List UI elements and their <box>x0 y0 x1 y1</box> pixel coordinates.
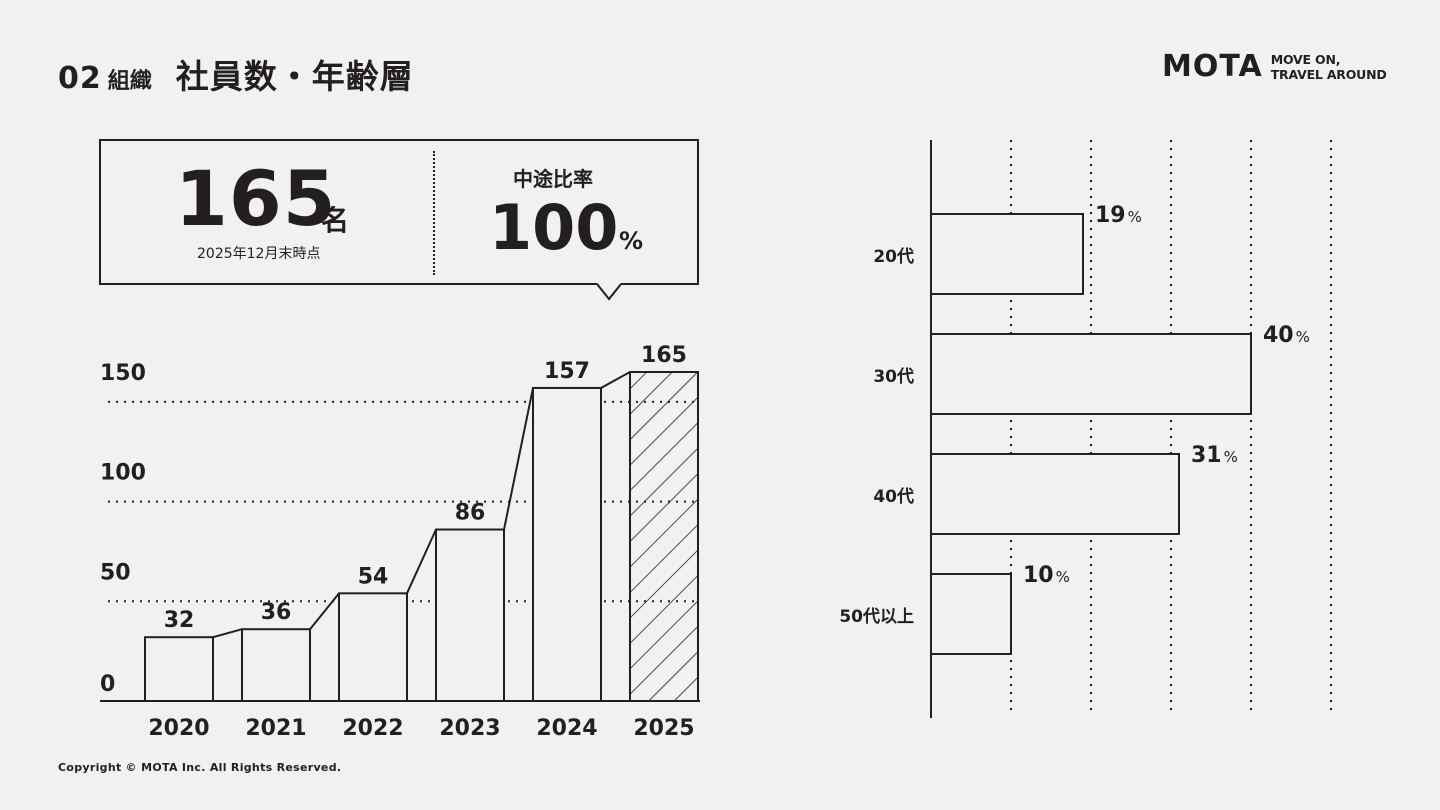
bar-connector <box>406 529 437 594</box>
age-category-label: 40代 <box>873 486 914 507</box>
age-category-label: 20代 <box>873 246 914 267</box>
bar-2021 <box>241 628 311 703</box>
data-label: 86 <box>455 501 486 526</box>
age-value-number: 40 <box>1263 323 1294 348</box>
y-tick-label: 150 <box>100 361 146 386</box>
slide-header: 02 組織 社員数・年齢層 <box>58 50 414 98</box>
age-bar-50代以上 <box>930 573 1012 655</box>
age-value-unit: % <box>1296 328 1310 346</box>
age-value-number: 10 <box>1023 563 1054 588</box>
age-value-unit: % <box>1056 568 1070 586</box>
bar-2023 <box>435 528 505 703</box>
stats-callout: 165 名 2025年12月末時点 中途比率 100 % <box>99 139 699 285</box>
section-label: 組織 <box>107 69 152 94</box>
age-value-unit: % <box>1224 448 1238 466</box>
age-bar-20代 <box>930 213 1084 295</box>
logo-tagline-line1: MOVE ON, <box>1270 52 1341 67</box>
y-tick-label: 50 <box>100 560 131 585</box>
y-tick-label: 100 <box>100 461 146 486</box>
x-tick-label: 2025 <box>633 716 694 741</box>
age-value-label: 10% <box>1023 563 1070 588</box>
copyright: Copyright © MOTA Inc. All Rights Reserve… <box>58 761 342 774</box>
bar-2022 <box>338 592 408 702</box>
x-tick-label: 2021 <box>245 716 306 741</box>
data-label: 36 <box>261 600 292 625</box>
age-value-label: 19% <box>1095 203 1142 228</box>
x-tick-label: 2023 <box>439 716 500 741</box>
data-label: 157 <box>544 359 590 384</box>
section-number: 02 <box>58 61 102 96</box>
x-tick-label: 2022 <box>342 716 403 741</box>
age-value-unit: % <box>1128 208 1142 226</box>
logo-tagline: MOVE ON, TRAVEL AROUND <box>1271 52 1387 82</box>
bar-connector <box>212 628 243 639</box>
bar-connector <box>600 371 631 389</box>
logo-mark: MOTA <box>1162 49 1263 84</box>
age-bar-40代 <box>930 453 1180 535</box>
employee-count-block: 165 名 2025年12月末時点 <box>101 141 433 283</box>
data-label: 165 <box>641 343 687 368</box>
x-tick-label: 2024 <box>536 716 597 741</box>
bar-connector <box>309 592 340 630</box>
as-of-note: 2025年12月末時点 <box>197 246 321 262</box>
midcareer-value: 100 <box>489 191 619 264</box>
midcareer-unit: % <box>619 227 644 255</box>
bar-2024 <box>532 386 602 702</box>
logo-tagline-line2: TRAVEL AROUND <box>1270 67 1387 82</box>
employee-count-unit: 名 <box>321 204 350 237</box>
page-title: 社員数・年齢層 <box>175 57 414 96</box>
bar-2025 <box>629 371 699 702</box>
age-category-label: 30代 <box>873 366 914 387</box>
age-value-number: 31 <box>1191 443 1222 468</box>
midcareer-label: 中途比率 <box>513 167 593 191</box>
callout-pointer <box>597 283 621 301</box>
data-label: 32 <box>164 608 195 633</box>
bar-connector <box>503 387 534 530</box>
bar-2020 <box>144 636 214 703</box>
stats-divider <box>433 151 435 275</box>
x-tick-label: 2020 <box>148 716 209 741</box>
y-tick-label: 0 <box>100 672 115 697</box>
age-category-label: 50代以上 <box>839 606 914 627</box>
age-value-label: 40% <box>1263 323 1310 348</box>
mota-logo: MOTA MOVE ON, TRAVEL AROUND <box>1162 49 1387 84</box>
age-value-number: 19 <box>1095 203 1126 228</box>
age-bar-30代 <box>930 333 1252 415</box>
data-label: 54 <box>358 564 389 589</box>
employee-count-value: 165 <box>175 154 337 243</box>
age-value-label: 31% <box>1191 443 1238 468</box>
